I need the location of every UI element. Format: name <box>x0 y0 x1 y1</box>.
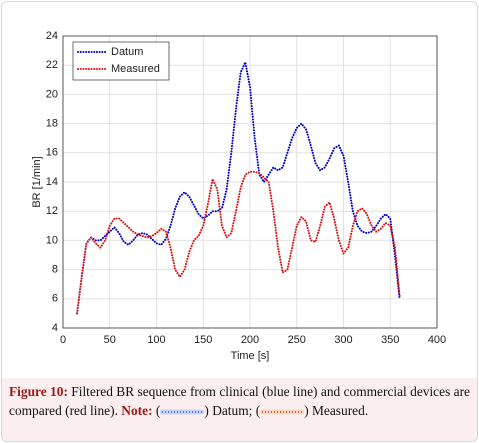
y-axis-label: BR [1/min] <box>31 156 43 207</box>
plot-frame <box>62 35 438 329</box>
x-tick-label: 350 <box>381 334 399 346</box>
series-line <box>76 170 401 315</box>
note-label: Note: <box>121 403 153 418</box>
paren: ) <box>204 403 209 418</box>
y-tick-label: 24 <box>46 30 58 42</box>
x-tick-label: 300 <box>334 334 352 346</box>
y-tick-label: 6 <box>52 293 58 305</box>
y-tick-label: 20 <box>46 88 58 100</box>
y-tick-label: 12 <box>46 205 58 217</box>
paren: ( <box>255 403 261 418</box>
x-tick-label: 400 <box>428 334 446 346</box>
chart: 4 6 8 10 12 14 16 18 20 22 24 0 50 100 150 200 250 300 350… <box>31 30 446 362</box>
x-tick-label: 150 <box>194 334 212 346</box>
legend-icon <box>260 409 305 415</box>
x-tick-label: 200 <box>241 334 259 346</box>
y-tick-label: 18 <box>46 118 58 130</box>
legend-icon <box>160 409 205 415</box>
x-tick-label: 100 <box>147 334 165 346</box>
legend-box <box>72 41 170 81</box>
paren: ( <box>155 403 161 418</box>
legend-label: Measured <box>111 63 160 75</box>
x-tick-label: 0 <box>60 334 66 346</box>
x-axis-label: Time [s] <box>231 350 270 362</box>
x-tick-label: 250 <box>288 334 306 346</box>
y-tick-label: 16 <box>46 147 58 159</box>
x-tick-label: 50 <box>104 334 116 346</box>
caption-item: Datum; <box>212 403 253 418</box>
series-line <box>76 61 401 315</box>
figure-label: Figure 10: <box>9 384 68 399</box>
caption-item: Measured. <box>312 403 369 418</box>
y-tick-label: 22 <box>46 59 58 71</box>
y-tick-label: 14 <box>46 176 58 188</box>
caption: Figure 10: Filtered BR sequence from cli… <box>2 378 477 441</box>
legend-label: Datum <box>111 46 143 58</box>
paren: ) <box>304 403 309 418</box>
y-tick-label: 4 <box>52 322 58 334</box>
caption-text: Filtered BR sequence from clinical (blue… <box>9 384 470 418</box>
y-tick-label: 8 <box>52 264 58 276</box>
y-tick-label: 10 <box>46 234 58 246</box>
